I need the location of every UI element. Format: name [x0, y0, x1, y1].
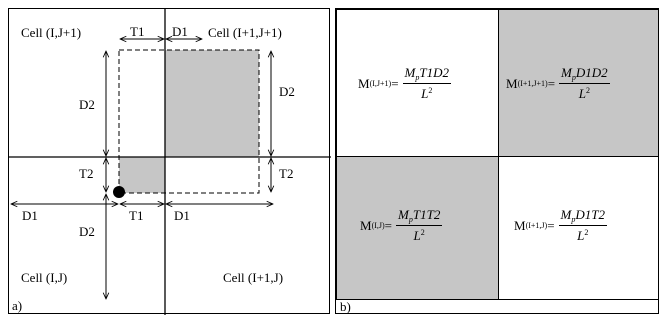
formula-sub: (I,J): [371, 221, 385, 230]
den-l: L: [578, 86, 586, 101]
formula-i1-j: M (I+1,J) = MpD1T2 L2: [514, 207, 607, 244]
d1-bottom-label: D1: [174, 208, 190, 223]
d2-left-label: D2: [79, 97, 95, 112]
t2-right-label: T2: [279, 166, 294, 181]
formula-sub: (I+1,J): [525, 221, 548, 230]
formula-m: M: [514, 217, 526, 233]
formula-sub: (I+1,J+1): [517, 79, 548, 88]
num-m: M: [398, 207, 409, 222]
den-sup: 2: [420, 228, 425, 237]
num-rest: T1D2: [419, 65, 449, 80]
den-l: L: [421, 86, 429, 101]
num-rest: D1D2: [575, 65, 608, 80]
formula-i1-j1: M (I+1,J+1) = MpD1D2 L2: [506, 65, 610, 102]
formula-eq: =: [547, 75, 556, 91]
num-m: M: [560, 207, 572, 222]
formula-m: M: [358, 75, 370, 91]
t2-left-label: T2: [79, 166, 94, 181]
formula-sub: (I,J+1): [369, 79, 392, 88]
cell-label-i1-j: Cell (I+1,J): [223, 270, 284, 285]
d1-left-label: D1: [22, 208, 38, 223]
shaded-region-top-right: [165, 50, 259, 157]
dashed-influence-box: [118, 49, 260, 194]
formula-eq: =: [547, 217, 555, 233]
num-m: M: [404, 65, 416, 80]
particle-point: [113, 186, 125, 198]
cell-label-i1-j1: Cell (I+1,J+1): [208, 25, 282, 40]
formula-m: M: [360, 217, 372, 233]
panel-b: M (I,J+1) = MpT1D2 L2 M (I+1,J+1) = MpD1D2 L…: [335, 8, 659, 314]
cell-label-i-j1: Cell (I,J+1): [21, 25, 82, 40]
cell-b-i1-j: [498, 156, 659, 300]
den-sup: 2: [585, 86, 590, 95]
formula-i-j1: M (I,J+1) = MpT1D2 L2: [358, 65, 451, 102]
den-l: L: [413, 228, 421, 243]
panel-a: Cell (I,J+1) Cell (I+1,J+1) Cell (I,J) C…: [8, 8, 331, 315]
panel-a-tag: a): [12, 298, 23, 313]
d2-right-label: D2: [279, 84, 295, 99]
panel-a-diagram: [9, 9, 331, 315]
t1-top-label: T1: [130, 24, 145, 39]
t1-bottom-label: T1: [129, 208, 144, 223]
num-rest: T1T2: [412, 207, 441, 222]
den-l: L: [577, 228, 585, 243]
formula-eq: =: [391, 75, 399, 91]
den-sup: 2: [584, 228, 589, 237]
formula-fraction: MpD1D2 L2: [559, 65, 610, 102]
num-rest: D1T2: [575, 207, 605, 222]
num-sub: p: [408, 215, 413, 224]
formula-fraction: MpD1T2 L2: [558, 207, 607, 244]
shaded-region-bottom-left: [119, 157, 165, 193]
cell-b-i-j: [336, 156, 499, 300]
formula-i-j: M (I,J) = MpT1T2 L2: [360, 207, 443, 244]
panel-b-tag: b): [340, 299, 351, 314]
formula-m: M: [506, 75, 518, 91]
d1-top-label: D1: [172, 24, 188, 39]
d2-bottom-label: D2: [79, 224, 95, 239]
cell-label-i-j: Cell (I,J): [21, 270, 68, 285]
num-sub: p: [571, 73, 576, 82]
num-sub: p: [571, 215, 576, 224]
den-sup: 2: [428, 86, 433, 95]
formula-fraction: MpT1D2 L2: [402, 65, 451, 102]
formula-fraction: MpT1T2 L2: [396, 207, 443, 244]
num-sub: p: [415, 73, 420, 82]
formula-eq: =: [384, 217, 393, 233]
num-m: M: [561, 65, 572, 80]
